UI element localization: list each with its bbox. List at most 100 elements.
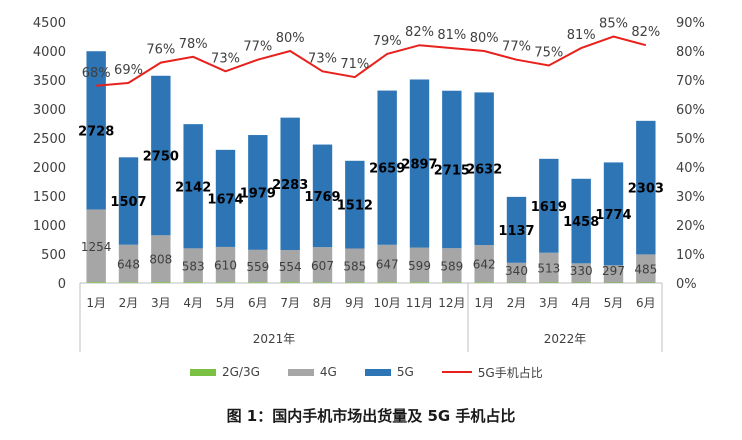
bar-4g — [118, 244, 139, 283]
x-tick-label: 10月 — [374, 296, 401, 310]
bar-4g — [86, 209, 106, 283]
data-label-5g: 1619 — [531, 200, 567, 215]
bar-5g — [118, 157, 139, 245]
bar-5g — [183, 124, 203, 249]
bar-2g3g — [409, 282, 430, 283]
data-label-5g-share: 76% — [146, 43, 175, 58]
data-label-5g: 1137 — [498, 224, 534, 239]
data-label-4g: 1254 — [81, 240, 112, 254]
bar-4g — [377, 244, 397, 283]
x-tick-label: 1月 — [474, 296, 494, 310]
data-label-5g: 2715 — [434, 163, 470, 178]
data-label-5g: 2728 — [78, 124, 114, 139]
legend-line-5g-share — [441, 371, 472, 373]
data-label-5g: 1507 — [110, 195, 146, 210]
bar-5g — [345, 160, 365, 249]
y-left-tick-label: 500 — [41, 248, 66, 263]
legend-swatch-2g3g — [190, 368, 216, 376]
legend-label-2g3g: 2G/3G — [222, 365, 260, 379]
bar-4g — [636, 254, 656, 283]
data-label-5g: 2632 — [466, 163, 502, 178]
legend-swatch-5g — [364, 368, 391, 376]
legend-item-2g3g: 2G/3G — [190, 365, 260, 379]
x-tick-label: 2月 — [119, 296, 139, 310]
bar-5g — [86, 51, 106, 210]
bar-2g3g — [345, 282, 365, 283]
data-label-4g: 485 — [634, 262, 657, 276]
data-label-5g-share: 77% — [502, 40, 531, 55]
legend-label-5g-share: 5G手机占比 — [477, 365, 543, 380]
data-label-5g: 1774 — [595, 208, 631, 223]
bar-2g3g — [118, 282, 139, 283]
data-label-5g-share: 68% — [82, 66, 111, 81]
y-right-tick-label: 30% — [676, 190, 705, 205]
bar-4g — [539, 252, 559, 283]
year-group-label: 2021年 — [253, 332, 296, 346]
data-label-4g: 554 — [279, 260, 302, 274]
data-label-4g: 297 — [602, 264, 625, 278]
x-tick-label: 7月 — [280, 296, 300, 310]
data-label-5g-share: 78% — [179, 37, 208, 52]
data-label-5g-share: 85% — [599, 17, 628, 32]
data-label-5g-share: 82% — [631, 25, 660, 40]
y-right-tick-label: 70% — [676, 74, 705, 89]
bar-5g — [603, 162, 624, 266]
bar-2g3g — [377, 282, 397, 283]
data-label-4g: 808 — [149, 253, 172, 267]
bar-5g — [409, 79, 430, 248]
data-label-5g: 1979 — [240, 186, 276, 201]
bar-5g — [248, 135, 268, 250]
chart-plot: 0 500 1000 1500 2000 2500 3000 3500 4000 4500 0% 10… — [33, 16, 705, 352]
data-label-5g: 2283 — [272, 178, 308, 193]
bar-2g3g — [312, 282, 333, 283]
bar-2g3g — [183, 282, 203, 283]
y-left-tick-label: 1500 — [33, 190, 66, 205]
data-label-5g-share: 80% — [276, 31, 305, 46]
data-label-4g: 599 — [408, 259, 431, 273]
bar-2g3g — [151, 282, 171, 283]
legend-swatch-4g — [287, 368, 314, 376]
bar-2g3g — [86, 282, 106, 283]
x-tick-label: 6月 — [248, 296, 268, 310]
y-left-tick-label: 3000 — [33, 103, 66, 118]
bar-4g — [474, 245, 494, 283]
y-right-tick-label: 0% — [676, 277, 697, 292]
legend-item-5g-share: 5G手机占比 — [441, 364, 543, 381]
y-right-tick-label: 90% — [676, 16, 705, 31]
data-label-5g-share: 79% — [373, 34, 402, 49]
y-left-tick-label: 4000 — [33, 45, 66, 60]
y-right-tick-label: 60% — [676, 103, 705, 118]
bar-4g — [312, 247, 333, 283]
bar-5g — [312, 144, 333, 248]
x-tick-label: 3月 — [151, 296, 171, 310]
y-right-tick-label: 20% — [676, 219, 705, 234]
y-right-tick-label: 10% — [676, 248, 705, 263]
data-label-5g-share: 73% — [211, 51, 240, 66]
bar-5g — [571, 178, 591, 264]
bar-2g3g — [571, 282, 591, 283]
x-tick-label: 11月 — [406, 296, 433, 310]
x-tick-label: 4月 — [571, 296, 591, 310]
x-tick-label: 5月 — [216, 296, 236, 310]
figure-caption: 图 1：国内手机市场出货量及 5G 手机占比 — [226, 407, 516, 425]
bar-5g — [442, 90, 462, 249]
legend-label-4g: 4G — [319, 365, 337, 379]
data-label-4g: 583 — [182, 259, 205, 273]
data-label-4g: 642 — [473, 258, 496, 272]
bar-4g — [603, 265, 624, 283]
data-label-4g: 610 — [214, 259, 237, 273]
series-line-5g-share — [96, 35, 647, 87]
bar-4g — [151, 235, 171, 283]
x-tick-label: 2月 — [507, 296, 527, 310]
bar-4g — [215, 246, 236, 283]
bar-4g — [183, 248, 203, 283]
data-label-5g: 1512 — [337, 199, 373, 214]
x-tick-label: 5月 — [604, 296, 624, 310]
data-label-4g: 513 — [537, 262, 560, 276]
bar-5g — [151, 75, 171, 236]
bar-4g — [280, 250, 300, 283]
bar-2g3g — [248, 282, 268, 283]
data-label-4g: 607 — [311, 259, 334, 273]
bar-5g — [636, 120, 656, 255]
bar-2g3g — [474, 282, 494, 283]
